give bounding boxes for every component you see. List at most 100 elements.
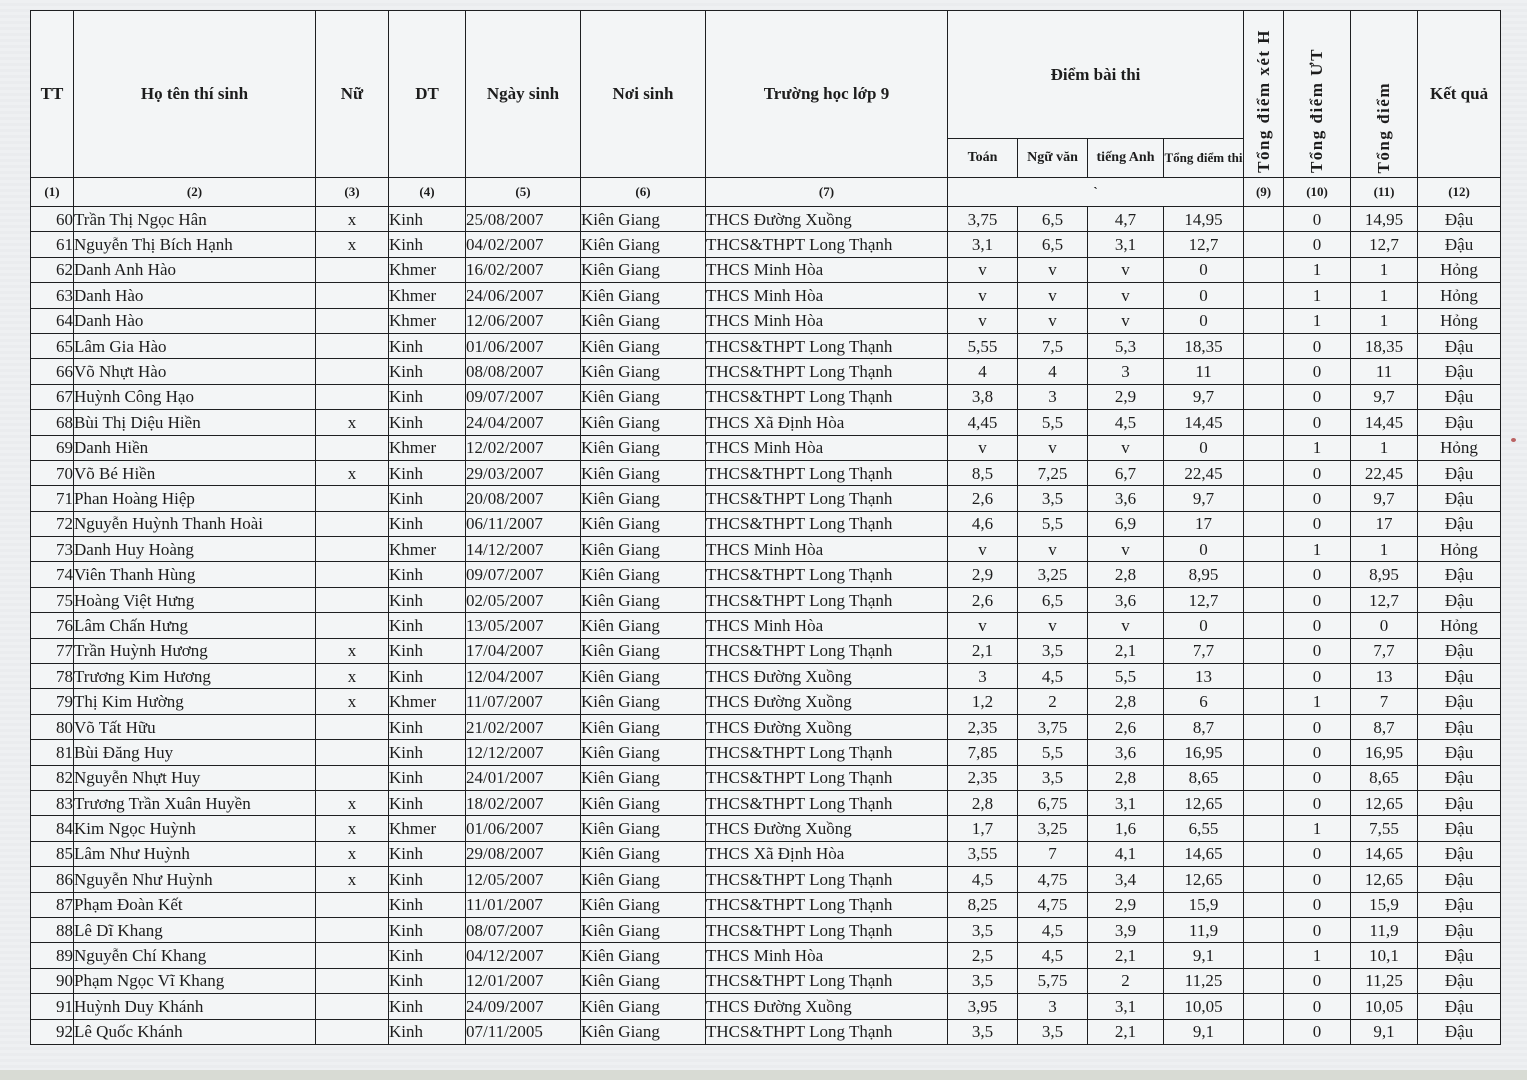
- cell-school: THCS&THPT Long Thạnh: [705, 586, 948, 614]
- cell-pob: Kiên Giang: [580, 713, 706, 741]
- cell-name: Bùi Thị Diệu Hiền: [73, 409, 316, 436]
- cell-name: Nguyễn Nhựt Huy: [73, 764, 316, 791]
- cell-tt: 87: [30, 891, 74, 918]
- cell-pob: Kiên Giang: [580, 307, 706, 334]
- cell-total: 12,65: [1350, 866, 1419, 893]
- cell-exam-total: 9,1: [1162, 1018, 1245, 1045]
- cell-name: Danh Hiền: [73, 434, 316, 461]
- cell-total-xet-h: [1243, 510, 1285, 538]
- cell-ethnicity: Kinh: [388, 967, 466, 995]
- cell-score-english: 3,6: [1087, 485, 1164, 512]
- cell-score-math: 5,55: [947, 332, 1018, 360]
- cell-total-ut: 1: [1283, 434, 1352, 461]
- col-number: (7): [705, 177, 948, 207]
- cell-total-xet-h: [1243, 1018, 1285, 1045]
- header-pob: Nơi sinh: [580, 10, 706, 178]
- cell-exam-total: 15,9: [1162, 891, 1245, 918]
- cell-tt: 88: [30, 916, 74, 944]
- cell-result: Hỏng: [1417, 282, 1502, 309]
- cell-tt: 64: [30, 307, 74, 334]
- cell-total: 10,05: [1350, 993, 1419, 1020]
- cell-ethnicity: Kinh: [388, 916, 466, 944]
- cell-result: Đậu: [1417, 764, 1502, 791]
- cell-dob: 12/05/2007: [465, 866, 581, 893]
- cell-ethnicity: Khmer: [388, 307, 466, 334]
- cell-name: Trần Huỳnh Hương: [73, 637, 316, 665]
- cell-score-math: 3,55: [947, 840, 1018, 868]
- cell-result: Đậu: [1417, 358, 1502, 385]
- cell-total-ut: 0: [1283, 891, 1352, 918]
- cell-dob: 29/03/2007: [465, 459, 581, 487]
- cell-score-literature: 6,5: [1017, 231, 1088, 258]
- cell-school: THCS Đường Xuồng: [705, 205, 948, 233]
- cell-score-literature: 7: [1017, 840, 1088, 868]
- cell-school: THCS&THPT Long Thạnh: [705, 916, 948, 944]
- cell-school: THCS&THPT Long Thạnh: [705, 561, 948, 588]
- cell-score-math: v: [947, 434, 1018, 461]
- table-row: 75 Hoàng Việt Hưng Kinh 02/05/2007 Kiên Gian…: [30, 586, 1502, 614]
- cell-ethnicity: Kinh: [388, 739, 466, 766]
- cell-tt: 80: [30, 713, 74, 741]
- cell-total-xet-h: [1243, 586, 1285, 614]
- cell-score-literature: v: [1017, 434, 1088, 461]
- cell-result: Đậu: [1417, 815, 1502, 842]
- cell-tt: 78: [30, 663, 74, 690]
- cell-ethnicity: Kinh: [388, 942, 466, 969]
- cell-name: Danh Hào: [73, 307, 316, 334]
- cell-school: THCS Minh Hòa: [705, 536, 948, 563]
- cell-school: THCS&THPT Long Thạnh: [705, 866, 948, 893]
- cell-exam-total: 8,95: [1162, 561, 1245, 588]
- cell-score-math: 4: [947, 358, 1018, 385]
- cell-total-xet-h: [1243, 282, 1285, 309]
- cell-pob: Kiên Giang: [580, 1018, 706, 1045]
- cell-female: [315, 434, 389, 461]
- cell-school: THCS&THPT Long Thạnh: [705, 637, 948, 665]
- cell-pob: Kiên Giang: [580, 459, 706, 487]
- cell-school: THCS Đường Xuồng: [705, 663, 948, 690]
- cell-total-xet-h: [1243, 637, 1285, 665]
- cell-score-english: v: [1087, 536, 1164, 563]
- cell-total-xet-h: [1243, 409, 1285, 436]
- scan-edge-band: [0, 1070, 1527, 1080]
- cell-tt: 90: [30, 967, 74, 995]
- cell-score-literature: 4,5: [1017, 663, 1088, 690]
- cell-result: Đậu: [1417, 993, 1502, 1020]
- header-school: Trường học lớp 9: [705, 10, 948, 178]
- cell-name: Lâm Như Huỳnh: [73, 840, 316, 868]
- cell-score-math: 2,6: [947, 586, 1018, 614]
- cell-score-english: 2: [1087, 967, 1164, 995]
- cell-total: 7,7: [1350, 637, 1419, 665]
- cell-ethnicity: Kinh: [388, 713, 466, 741]
- col-number: (2): [73, 177, 316, 207]
- cell-result: Đậu: [1417, 967, 1502, 995]
- cell-pob: Kiên Giang: [580, 383, 706, 411]
- cell-score-math: 3,1: [947, 231, 1018, 258]
- cell-score-math: 3,5: [947, 916, 1018, 944]
- cell-female: x: [315, 205, 389, 233]
- cell-dob: 18/02/2007: [465, 789, 581, 817]
- cell-female: [315, 993, 389, 1020]
- cell-pob: Kiên Giang: [580, 764, 706, 791]
- cell-exam-total: 0: [1162, 536, 1245, 563]
- header-ethnicity: DT: [388, 10, 466, 178]
- table-row: 62 Danh Anh Hào Khmer 16/02/2007 Kiên Giang T…: [30, 256, 1502, 284]
- cell-school: THCS Minh Hòa: [705, 256, 948, 284]
- cell-school: THCS Đường Xuồng: [705, 713, 948, 741]
- cell-exam-total: 14,65: [1162, 840, 1245, 868]
- cell-tt: 92: [30, 1018, 74, 1045]
- cell-total-xet-h: [1243, 663, 1285, 690]
- cell-result: Đậu: [1417, 663, 1502, 690]
- cell-total-xet-h: [1243, 434, 1285, 461]
- cell-school: THCS Xã Định Hòa: [705, 409, 948, 436]
- cell-school: THCS&THPT Long Thạnh: [705, 967, 948, 995]
- cell-total: 8,7: [1350, 713, 1419, 741]
- table-row: 88 Lê Dĩ Khang Kinh 08/07/2007 Kiên Giang THC…: [30, 916, 1502, 944]
- table-header: TT Họ tên thí sinh Nữ DT Ngày sinh Nơi s…: [30, 10, 1502, 207]
- cell-score-math: 2,9: [947, 561, 1018, 588]
- cell-score-literature: v: [1017, 536, 1088, 563]
- cell-exam-total: 12,65: [1162, 866, 1245, 893]
- cell-tt: 69: [30, 434, 74, 461]
- col-number-merged-tick: `: [946, 177, 1245, 207]
- cell-dob: 24/04/2007: [465, 409, 581, 436]
- cell-school: THCS Đường Xuồng: [705, 993, 948, 1020]
